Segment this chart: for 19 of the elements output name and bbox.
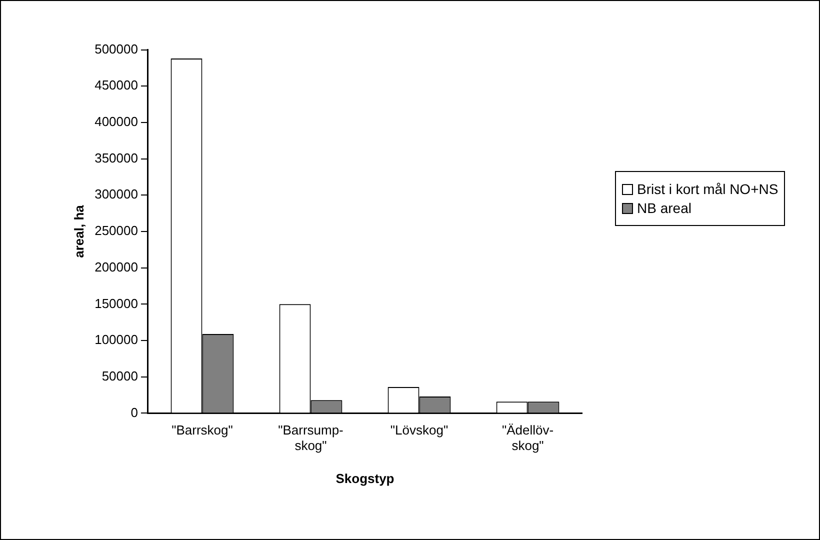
y-tick-label: 350000: [94, 150, 138, 166]
x-tick-label: "Barrskog": [172, 422, 234, 438]
legend-label: NB areal: [637, 200, 692, 216]
y-tick-label: 300000: [94, 186, 138, 202]
y-tick-label: 50000: [102, 368, 138, 384]
y-axis-title: areal, ha: [71, 204, 86, 258]
y-tick-label: 500000: [94, 41, 138, 56]
y-tick-label: 100000: [94, 332, 138, 348]
y-tick-label: 450000: [94, 78, 138, 93]
y-tick-label: 200000: [94, 259, 138, 274]
y-tick-label: 400000: [94, 114, 138, 130]
y-tick-label: 0: [130, 404, 138, 420]
y-tick-label: 150000: [94, 296, 138, 311]
x-tick-label: "Barrsump- skog": [278, 422, 344, 454]
x-axis-title: Skogstyp: [336, 470, 394, 486]
text: Brist i kort mål NO+NS: [637, 181, 778, 197]
x-tick-label: "Ädellöv- skog": [502, 422, 554, 454]
x-tick-label: "Lövskog": [390, 422, 448, 438]
y-tick-label: 250000: [94, 223, 138, 238]
